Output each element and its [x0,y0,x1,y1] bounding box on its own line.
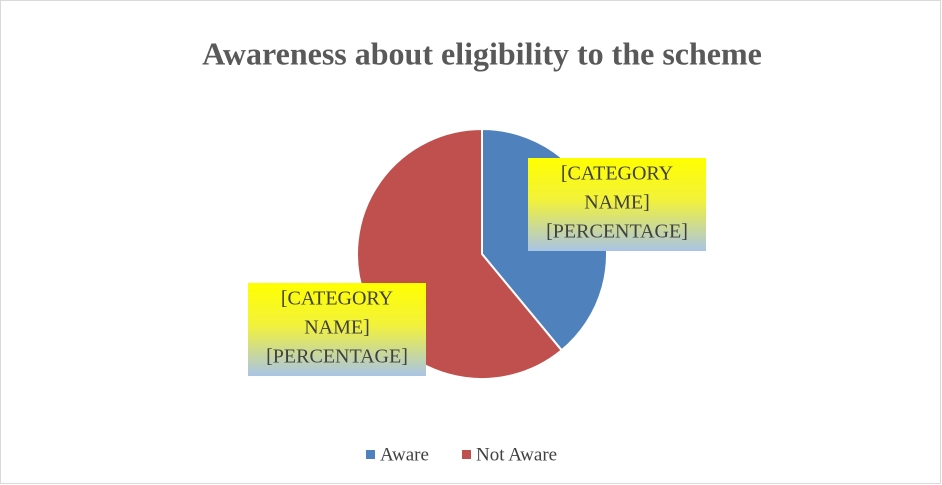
legend-swatch [366,450,375,459]
data-label: [CATEGORY [561,163,673,185]
data-label: [CATEGORY [281,288,393,310]
data-label: NAME] [584,192,650,214]
legend-label: Not Aware [476,444,557,465]
data-label-box [528,158,706,251]
data-label: [PERCENTAGE] [546,221,688,243]
data-label: NAME] [304,317,370,339]
legend-swatch [462,450,471,459]
data-label: [PERCENTAGE] [266,346,408,368]
legend-label: Aware [380,444,429,465]
chart-title: Awareness about eligibility to the schem… [202,35,762,71]
data-label-box [248,283,426,376]
